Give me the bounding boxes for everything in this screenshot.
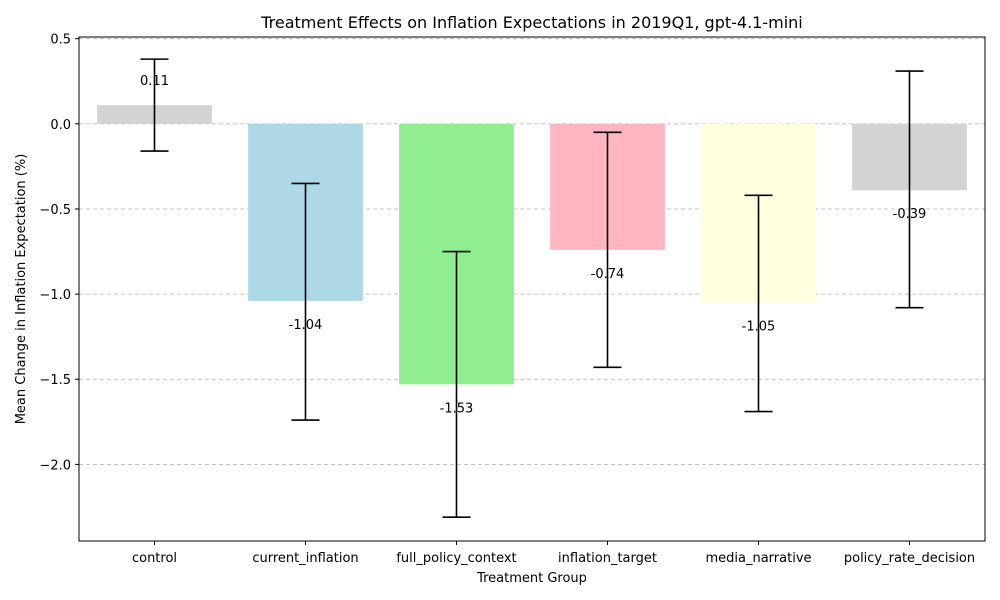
x-tick-label: full_policy_context	[396, 551, 516, 566]
data-label: -1.53	[440, 401, 474, 416]
x-axis-ticks: control current_inflation full_policy_cont…	[132, 541, 975, 566]
y-tick-label: −0.5	[39, 203, 71, 218]
bars	[97, 105, 967, 385]
y-axis-ticks: 0.5 0.0 −0.5 −1.0 −1.5 −2.0	[39, 33, 79, 473]
data-label: 0.11	[140, 74, 169, 89]
data-label: -0.39	[893, 207, 927, 222]
x-tick-label: policy_rate_decision	[844, 551, 975, 566]
y-tick-label: −2.0	[39, 458, 71, 473]
y-axis-label: Mean Change in Inflation Expectation (%)	[14, 154, 29, 425]
data-label: -0.74	[591, 267, 625, 282]
data-label: -1.04	[289, 318, 323, 333]
x-tick-label: control	[132, 551, 177, 566]
plot-frame	[78, 36, 986, 542]
x-tick-label: current_inflation	[252, 551, 358, 566]
y-tick-label: −1.0	[39, 288, 71, 303]
error-bars	[140, 58, 924, 518]
x-tick-label: inflation_target	[558, 551, 657, 566]
data-labels: 0.11 -1.04 -1.53 -0.74 -1.05 -0.39	[140, 74, 926, 416]
y-tick-label: −1.5	[39, 373, 71, 388]
y-tick-label: 0.5	[50, 33, 71, 48]
x-axis-label: Treatment Group	[476, 571, 587, 586]
grid-lines	[79, 38, 985, 465]
y-tick-label: 0.0	[50, 118, 71, 133]
data-label: -1.05	[742, 320, 776, 335]
x-tick-label: media_narrative	[705, 551, 811, 566]
chart-title: Treatment Effects on Inflation Expectati…	[260, 13, 803, 32]
